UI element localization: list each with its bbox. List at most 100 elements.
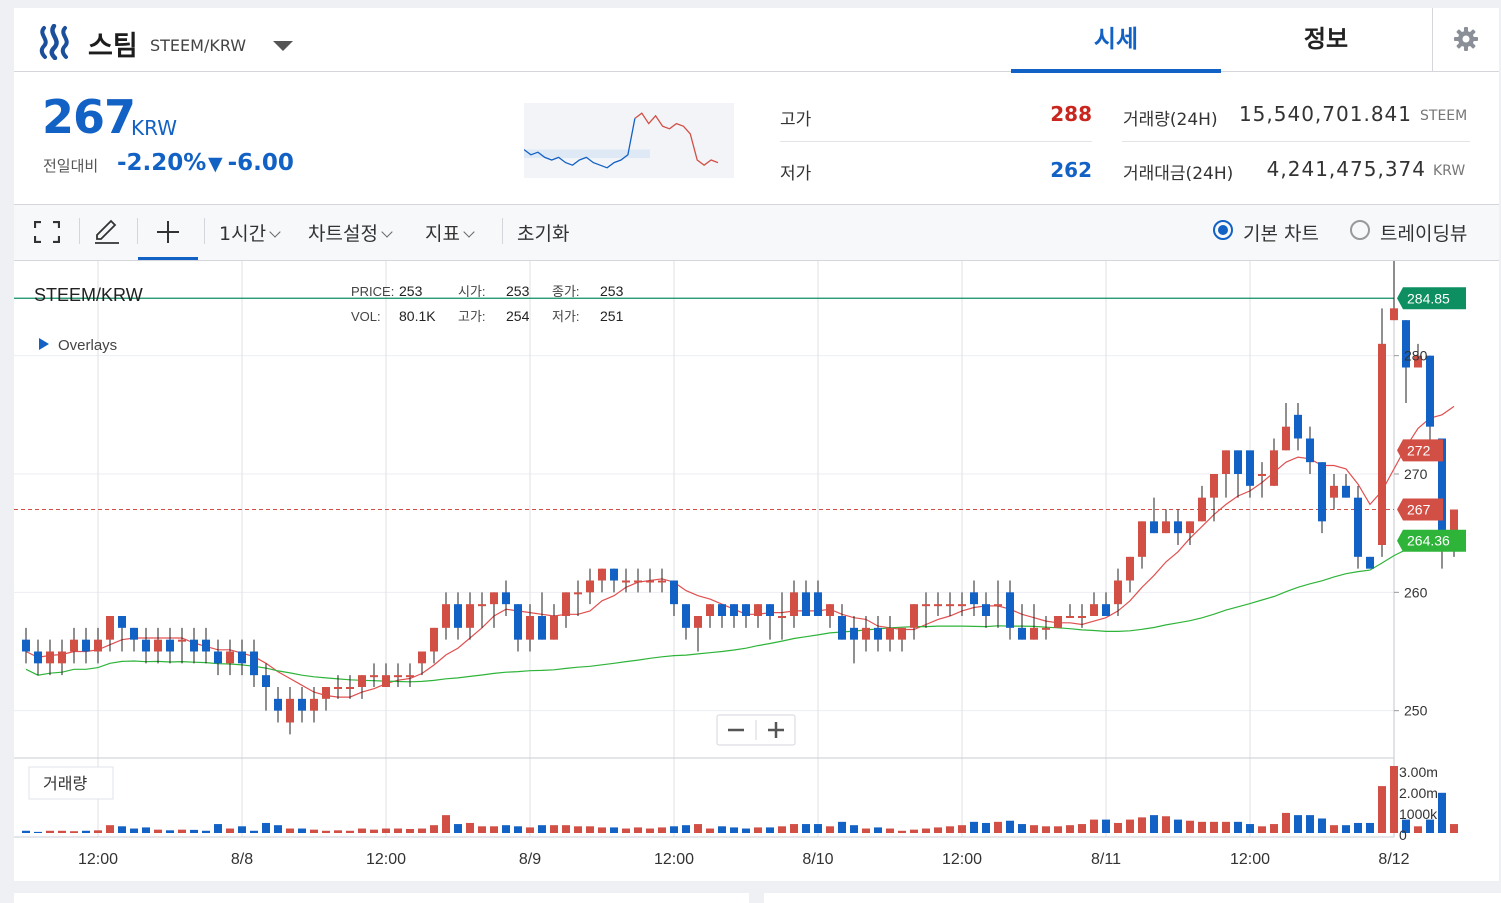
volume-bar xyxy=(922,828,930,833)
settings-button[interactable] xyxy=(1432,8,1500,71)
candle xyxy=(850,627,858,640)
volume-bar xyxy=(646,828,654,833)
volume-bar xyxy=(862,828,870,833)
x-tick-label: 12:00 xyxy=(1230,851,1270,868)
price-tag: 284.85 xyxy=(1397,287,1466,310)
volume-bar xyxy=(1150,815,1158,833)
candlestick-chart[interactable]: 280 270 260 250 3.00m 2.00m 1000k 0 12:00 8/8 12:0… xyxy=(14,261,1499,881)
volume-bar xyxy=(202,830,210,833)
volume-bar xyxy=(850,825,858,833)
ma-short-line xyxy=(25,405,1455,698)
candle xyxy=(418,651,426,664)
volume-bar xyxy=(334,830,342,833)
volume-bar xyxy=(562,825,570,833)
volume-bar xyxy=(466,822,474,833)
volume-bar xyxy=(1198,821,1206,833)
volume-bar xyxy=(1042,826,1050,833)
volume-bar xyxy=(1354,822,1362,833)
candle xyxy=(142,639,150,652)
candle xyxy=(1318,462,1326,522)
tab-info[interactable]: 정보 xyxy=(1303,25,1349,53)
coin-header: 스팀 STEEM/KRW 시세 정보 xyxy=(14,8,1500,73)
legend-open-value: 253 xyxy=(506,283,530,299)
volume-bar xyxy=(166,830,174,833)
price-tag-label: 264.36 xyxy=(1407,533,1450,549)
reset-button[interactable]: 초기화 xyxy=(517,223,570,245)
legend-close-value: 253 xyxy=(600,283,624,299)
volume-bar xyxy=(106,825,114,833)
volume-bar xyxy=(526,827,534,833)
x-tick-label: 8/10 xyxy=(802,851,833,868)
volume-bar xyxy=(742,828,750,833)
interval-label: 1시간 xyxy=(219,223,267,245)
play-triangle-icon xyxy=(39,338,49,350)
pencil-icon[interactable] xyxy=(93,219,121,245)
volume-bar xyxy=(382,828,390,833)
lower-panel-right xyxy=(764,893,1501,903)
volume-bar xyxy=(1174,819,1182,833)
coin-dropdown-caret-icon[interactable] xyxy=(273,41,293,51)
volume-bar xyxy=(826,826,834,833)
high-label: 고가 xyxy=(780,110,812,130)
basic-chart-label[interactable]: 기본 차트 xyxy=(1243,223,1319,245)
volume-bar xyxy=(130,828,138,833)
volume-bar xyxy=(970,821,978,833)
current-price: 267 xyxy=(42,90,136,144)
candle xyxy=(274,698,282,711)
volume-bar xyxy=(1186,820,1194,833)
basic-chart-radio[interactable] xyxy=(1213,220,1233,240)
volume-bar xyxy=(46,830,54,833)
candle xyxy=(1150,521,1158,534)
volume-bar xyxy=(1318,818,1326,833)
candle xyxy=(1450,509,1458,534)
indicator-dropdown[interactable]: 지표 xyxy=(425,219,475,246)
chart-settings-dropdown[interactable]: 차트설정 xyxy=(308,219,393,246)
volume-bar xyxy=(322,830,330,833)
candle xyxy=(1126,556,1134,581)
candle xyxy=(154,639,162,652)
interval-dropdown[interactable]: 1시간 xyxy=(219,219,281,246)
volume-bar xyxy=(946,826,954,833)
candle xyxy=(1234,450,1242,474)
volume-bar xyxy=(70,831,78,833)
crosshair-tool-button[interactable] xyxy=(138,205,198,260)
candle xyxy=(82,639,90,652)
volume-bar xyxy=(34,831,42,833)
change-label: 전일대비 xyxy=(43,157,99,175)
candle xyxy=(1162,521,1170,534)
price-tag-shape xyxy=(1397,498,1443,521)
volume-bar xyxy=(634,827,642,833)
candle xyxy=(574,592,582,595)
volume-bar xyxy=(670,826,678,833)
legend-high-label: 고가: xyxy=(458,309,486,324)
coin-name[interactable]: 스팀 xyxy=(88,31,138,62)
candle xyxy=(1054,616,1062,628)
legend-vol-value: 80.1K xyxy=(399,308,436,324)
fullscreen-icon[interactable] xyxy=(34,221,60,243)
volume-bar xyxy=(346,830,354,833)
candle xyxy=(874,627,882,640)
volume-bar xyxy=(802,824,810,833)
price-tag: 272 xyxy=(1397,439,1443,462)
candle xyxy=(430,627,438,652)
volume-bar xyxy=(586,826,594,833)
volume-bar xyxy=(1258,826,1266,833)
tradingview-radio[interactable] xyxy=(1350,220,1370,240)
tab-quotes[interactable]: 시세 xyxy=(1011,8,1221,73)
candle xyxy=(946,604,954,607)
price-tag-label: 272 xyxy=(1407,442,1431,458)
tradingview-label[interactable]: 트레이딩뷰 xyxy=(1380,223,1468,245)
candle xyxy=(322,687,330,699)
overlays-toggle[interactable]: Overlays xyxy=(39,337,117,354)
volume-bar xyxy=(1102,819,1110,833)
candle xyxy=(250,651,258,676)
candle xyxy=(466,604,474,628)
candle xyxy=(1090,604,1098,616)
legend-low-label: 저가: xyxy=(552,309,580,324)
x-tick-label: 12:00 xyxy=(366,851,406,868)
candle xyxy=(994,604,1002,607)
candle xyxy=(862,627,870,640)
zoom-in-button[interactable] xyxy=(768,722,784,738)
sparkline-line-down xyxy=(524,118,636,169)
coin-pair[interactable]: STEEM/KRW xyxy=(150,36,247,55)
